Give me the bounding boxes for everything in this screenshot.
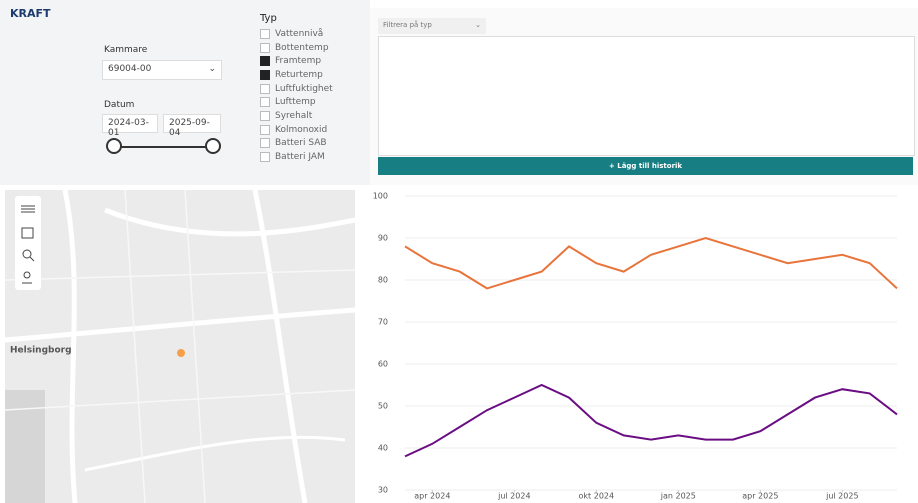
slider-handle[interactable] — [205, 138, 221, 154]
y-tick-label: 80 — [378, 276, 388, 285]
y-tick-label: 50 — [378, 402, 388, 411]
slider-handle[interactable] — [106, 138, 122, 154]
y-tick-label: 40 — [378, 444, 388, 453]
date-from[interactable]: 2024-03-01 — [102, 114, 158, 138]
checkbox[interactable] — [260, 69, 270, 80]
history-list — [378, 36, 915, 156]
typ-item-label: Luftfuktighet — [275, 83, 333, 94]
y-tick-label: 70 — [378, 318, 388, 327]
x-tick-label: jul 2024 — [497, 492, 530, 501]
map-place-label: Helsingborg — [10, 346, 72, 356]
checkbox[interactable] — [260, 83, 270, 94]
kammare-dropdown[interactable]: 69004-00 ⌄ — [102, 60, 222, 80]
kammare-value: 69004-00 — [108, 64, 152, 74]
typ-item-label: Batteri SAB — [275, 138, 327, 149]
filter-panel: KRAFT Kammare 69004-00 ⌄ Datum 2024-03-01… — [0, 0, 370, 185]
typ-item-label: Framtemp — [275, 56, 322, 67]
typ-item-label: Bottentemp — [275, 42, 329, 53]
type-filter[interactable]: Filtrera på typ ⌄ — [378, 18, 486, 34]
typ-item[interactable]: Syrehalt — [260, 109, 333, 123]
y-tick-label: 30 — [378, 486, 388, 495]
typ-item[interactable]: Kolmonoxid — [260, 123, 333, 137]
logo: KRAFT — [10, 7, 51, 20]
typ-item[interactable]: Luftfuktighet — [260, 82, 333, 96]
checkbox[interactable] — [260, 42, 270, 53]
typ-item[interactable]: Bottentemp — [260, 41, 333, 55]
x-tick-label: jan 2025 — [660, 492, 696, 501]
typ-item[interactable]: Vattennivå — [260, 27, 333, 41]
typ-item-label: Batteri JAM — [275, 152, 325, 163]
x-tick-label: apr 2024 — [414, 492, 450, 501]
slider-track — [115, 146, 213, 148]
x-tick-label: okt 2024 — [579, 492, 615, 501]
button-label: Lägg till historik — [617, 162, 683, 170]
checkbox[interactable] — [260, 138, 270, 149]
chart: 30 40 50 60 70 80 90 100 apr 2024 jul 2024 okt 202… — [373, 192, 898, 501]
typ-item-label: Vattennivå — [275, 28, 324, 39]
map-toolbar — [15, 196, 41, 290]
map: Helsingborg — [5, 190, 355, 503]
checkbox[interactable] — [260, 152, 270, 163]
typ-item[interactable]: Framtemp — [260, 54, 333, 68]
chamber-marker[interactable] — [177, 349, 185, 357]
typ-item-label: Lufttemp — [275, 97, 316, 108]
datum-label: Datum — [104, 100, 135, 110]
add-history-button[interactable]: + Lägg till historik — [378, 157, 913, 175]
typ-list: Vattennivå Bottentemp Framtemp Returtemp Luf… — [260, 27, 333, 164]
x-tick-label: apr 2025 — [742, 492, 778, 501]
y-tick-label: 60 — [378, 360, 388, 369]
typ-label: Typ — [260, 13, 277, 24]
typ-item[interactable]: Batteri JAM — [260, 150, 333, 164]
checkbox[interactable] — [260, 56, 270, 67]
filter-placeholder: Filtrera på typ — [383, 21, 432, 29]
kammare-label: Kammare — [104, 45, 148, 55]
checkbox[interactable] — [260, 28, 270, 39]
series-line — [404, 236, 898, 290]
date-to[interactable]: 2025-09-04 — [163, 114, 221, 138]
y-tick-label: 100 — [373, 192, 388, 201]
typ-item[interactable]: Lufttemp — [260, 95, 333, 109]
x-tick-label: jul 2025 — [825, 492, 858, 501]
y-tick-label: 90 — [378, 234, 388, 243]
series-line — [404, 383, 898, 458]
typ-item-label: Returtemp — [275, 69, 323, 80]
typ-item[interactable]: Returtemp — [260, 68, 333, 82]
typ-item[interactable]: Batteri SAB — [260, 137, 333, 151]
typ-item-label: Kolmonoxid — [275, 124, 328, 135]
checkbox[interactable] — [260, 110, 270, 121]
checkbox[interactable] — [260, 124, 270, 135]
typ-item-label: Syrehalt — [275, 110, 313, 121]
history-panel: Filtrera på typ ⌄ + Lägg till historik — [370, 8, 918, 185]
checkbox[interactable] — [260, 97, 270, 108]
